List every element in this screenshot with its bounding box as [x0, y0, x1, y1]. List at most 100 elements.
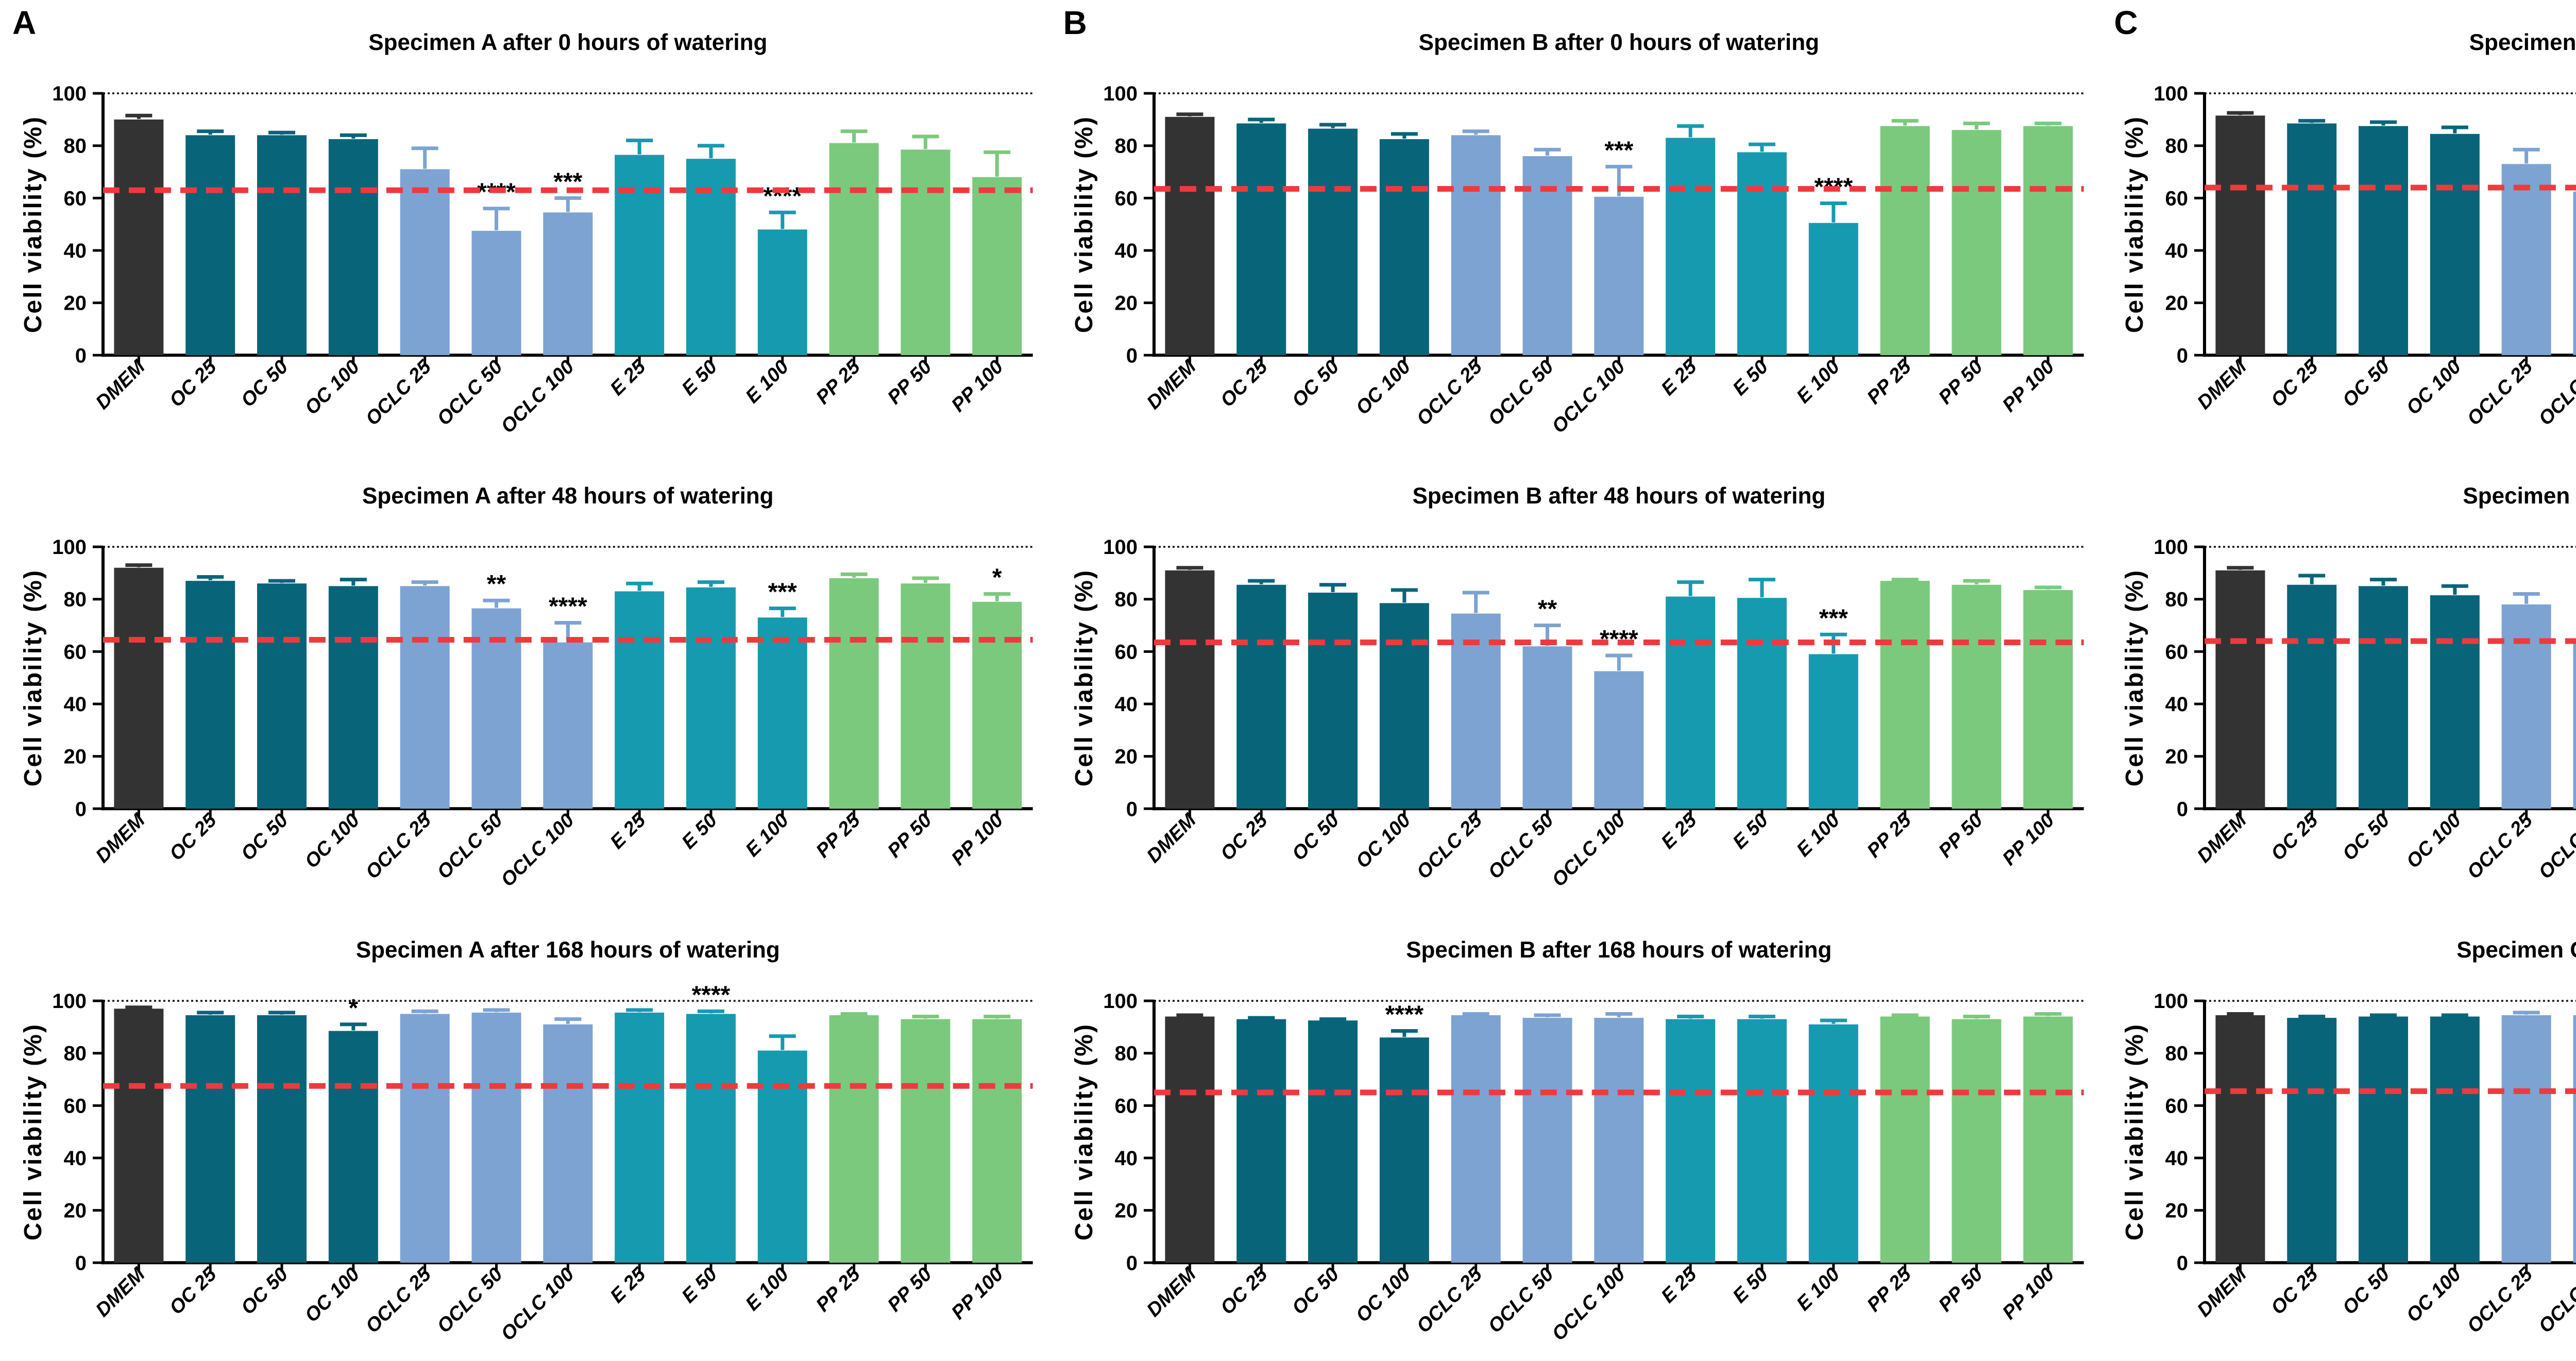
bar [2502, 604, 2551, 809]
x-tick-label: OCLC 100 [497, 810, 579, 891]
x-tick-label: OCLC 25 [362, 1263, 436, 1337]
y-tick-label: 100 [52, 82, 87, 105]
bar [1880, 581, 1930, 809]
y-tick-label: 40 [1114, 1147, 1137, 1170]
bar [2215, 1015, 2265, 1263]
bar [400, 169, 450, 356]
bar [1665, 1019, 1715, 1263]
x-tick-label: E 100 [741, 1264, 793, 1315]
bar [2287, 1017, 2337, 1263]
bar [829, 1015, 879, 1263]
bar [901, 583, 951, 809]
y-tick-label: 0 [2177, 798, 2188, 821]
y-tick-label: 40 [63, 240, 86, 262]
bar [2287, 123, 2337, 356]
x-tick-label: E 25 [606, 810, 651, 854]
x-tick-label: E 25 [606, 1263, 651, 1307]
bar [114, 1008, 164, 1263]
bar [1236, 123, 1286, 356]
x-tick-label: PP 50 [884, 356, 936, 409]
x-tick-label: OCLC 25 [1413, 1263, 1487, 1337]
x-tick-label: OC 100 [301, 1264, 364, 1326]
x-tick-label: OC 100 [1352, 810, 1415, 872]
bar [2573, 1015, 2576, 1263]
y-tick-label: 40 [2165, 693, 2188, 716]
bar [2215, 115, 2265, 356]
chart-specimen-b-168h: Specimen B after 168 hours of watering 0 2… [1051, 908, 2102, 1361]
x-tick-label: OC 25 [1216, 1263, 1272, 1319]
chart-title: Specimen C after 0 hours of watering [2469, 30, 2576, 55]
x-tick-label: OC 25 [2267, 1263, 2323, 1319]
bar [757, 229, 807, 356]
chart-specimen-c-0h: C Specimen C after 0 hours of watering 0 2… [2102, 0, 2576, 453]
bar [1451, 135, 1501, 356]
bar-chart-specimen-c-48h: Specimen C after 48 hours of watering 0 20… [2121, 483, 2576, 883]
x-tick-label: PP 25 [1863, 356, 1916, 409]
x-tick-label: E 50 [677, 810, 721, 853]
x-tick-label: PP 100 [1998, 356, 2058, 416]
y-axis-label: Cell viability (%) [2121, 115, 2148, 333]
bar [901, 1019, 951, 1263]
x-tick-label: E 100 [1792, 1264, 1844, 1315]
chart-title: Specimen A after 48 hours of watering [362, 483, 773, 509]
y-axis-label: Cell viability (%) [1071, 1023, 1098, 1240]
significance-marker: **** [549, 593, 587, 620]
bar [543, 212, 593, 356]
y-axis-label: Cell viability (%) [20, 569, 47, 786]
x-tick-label: OCLC 25 [1413, 810, 1487, 884]
y-tick-label: 100 [52, 536, 87, 559]
x-tick-label: E 100 [1792, 810, 1844, 861]
bar [1236, 1019, 1286, 1263]
chart-title: Specimen A after 168 hours of watering [356, 937, 780, 963]
bar [1165, 1016, 1215, 1263]
x-tick-label: OC 25 [165, 356, 221, 411]
bar [1308, 128, 1358, 356]
y-tick-label: 80 [1114, 589, 1137, 611]
chart-title: Specimen C after 168 hours of watering [2457, 937, 2576, 963]
y-tick-label: 80 [1114, 1042, 1137, 1065]
chart-title: Specimen B after 0 hours of watering [1418, 30, 1819, 55]
bar [2023, 590, 2073, 809]
chart-title: Specimen B after 48 hours of watering [1412, 483, 1825, 509]
x-tick-label: OC 50 [2338, 1264, 2394, 1319]
bar [1737, 1019, 1787, 1263]
y-tick-label: 80 [63, 135, 86, 158]
x-tick-label: OCLC 100 [497, 356, 579, 438]
y-tick-label: 20 [63, 746, 86, 768]
y-tick-label: 80 [2165, 589, 2188, 611]
y-tick-label: 100 [1103, 990, 1138, 1013]
y-axis-label: Cell viability (%) [20, 115, 47, 333]
y-tick-label: 40 [2165, 1147, 2188, 1170]
x-tick-label: OC 50 [1288, 1264, 1343, 1319]
x-tick-label: OC 100 [301, 810, 364, 872]
x-tick-label: OCLC 50 [2535, 356, 2576, 430]
x-tick-label: OC 100 [2402, 1264, 2465, 1326]
x-tick-label: E 25 [1657, 356, 1701, 400]
bar [1808, 1024, 1858, 1263]
bar [400, 1014, 450, 1263]
y-axis-label: Cell viability (%) [2121, 1023, 2148, 1240]
bar [543, 642, 593, 809]
y-tick-label: 0 [1126, 344, 1137, 367]
bar [2215, 570, 2265, 809]
y-tick-label: 100 [2154, 536, 2189, 559]
chart-specimen-a-168h: Specimen A after 168 hours of watering 0 2… [0, 908, 1051, 1361]
y-tick-label: 0 [75, 344, 87, 367]
bar [757, 617, 807, 809]
bar-chart-specimen-a-0h: Specimen A after 0 hours of watering 0 20 4… [20, 30, 1033, 438]
bar-chart-specimen-a-168h: Specimen A after 168 hours of watering 0 2… [20, 937, 1033, 1345]
y-tick-label: 60 [63, 641, 86, 664]
x-tick-label: E 100 [1792, 356, 1844, 408]
bar [471, 1012, 521, 1263]
bar [1594, 671, 1643, 809]
bar [471, 230, 521, 356]
significance-marker: * [349, 994, 359, 1021]
bar [2430, 133, 2480, 356]
bar-chart-specimen-b-48h: Specimen B after 48 hours of watering 0 20… [1071, 483, 2084, 891]
x-tick-label: DMEM [92, 809, 150, 867]
bar [972, 1019, 1022, 1263]
x-tick-label: OCLC 25 [2463, 1263, 2537, 1337]
bar [1880, 126, 1930, 356]
x-tick-label: OC 50 [2338, 356, 2394, 411]
x-tick-label: DMEM [2193, 356, 2251, 414]
